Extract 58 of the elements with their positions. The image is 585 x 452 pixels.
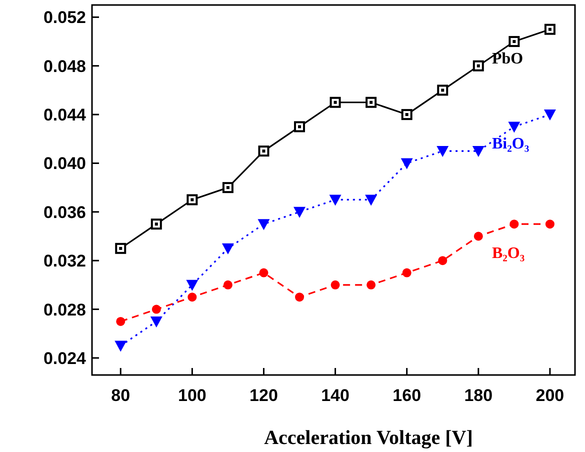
point <box>544 110 556 121</box>
y-tick-label: 0.052 <box>43 8 86 28</box>
point <box>365 194 378 206</box>
series-label: Bi₂O₃ <box>492 136 530 153</box>
y-tick-label: 0.028 <box>43 300 86 320</box>
point <box>474 232 483 241</box>
point <box>222 182 234 194</box>
point <box>438 256 448 266</box>
point <box>186 194 198 206</box>
point <box>402 268 412 278</box>
point <box>366 280 376 290</box>
point <box>401 109 412 120</box>
point <box>544 24 556 35</box>
point <box>186 280 198 291</box>
x-tick-label: 140 <box>321 386 350 405</box>
y-tick-label: 0.040 <box>43 154 86 174</box>
y-tick-label: 0.036 <box>43 202 86 222</box>
point <box>472 60 484 72</box>
point <box>150 218 162 230</box>
point <box>294 121 306 132</box>
x-tick-label: 200 <box>536 386 564 405</box>
point <box>295 292 304 302</box>
y-tick-label: 0.024 <box>43 348 87 368</box>
point <box>330 280 340 290</box>
y-tick-label: 0.048 <box>43 56 86 76</box>
point <box>294 206 306 218</box>
x-tick-label: 80 <box>111 386 130 405</box>
point <box>508 36 520 48</box>
point <box>258 146 270 157</box>
point <box>510 220 519 229</box>
y-tick-label: 0.044 <box>43 106 87 125</box>
x-tick-label: 180 <box>464 386 493 405</box>
point <box>116 316 126 326</box>
x-tick-label: 160 <box>392 386 422 405</box>
point <box>508 122 520 133</box>
x-axis-title: Acceleration Voltage [V] <box>264 427 473 449</box>
point <box>258 219 270 230</box>
y-tick-label: 0.032 <box>43 252 86 271</box>
point <box>366 96 377 108</box>
point <box>222 243 234 254</box>
point <box>472 146 484 158</box>
point <box>150 316 162 328</box>
series-label: B₂O₃ <box>492 245 525 262</box>
point <box>223 280 232 290</box>
point <box>437 84 448 96</box>
x-tick-label: 100 <box>178 386 206 405</box>
point <box>115 242 126 254</box>
point <box>545 220 554 229</box>
point <box>436 146 449 158</box>
point <box>152 304 161 314</box>
x-tick-label: 120 <box>250 386 278 405</box>
point <box>330 96 341 108</box>
point <box>329 194 342 206</box>
point <box>400 158 413 170</box>
point <box>114 340 127 352</box>
point <box>259 268 268 278</box>
point <box>188 292 197 302</box>
series-label: PbO <box>492 50 524 68</box>
